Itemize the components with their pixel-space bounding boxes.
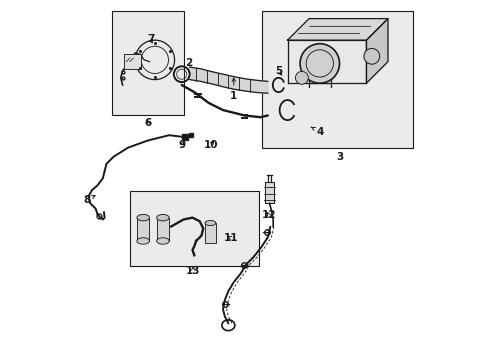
- Text: 1: 1: [230, 78, 237, 101]
- Text: 6: 6: [144, 118, 151, 128]
- Ellipse shape: [137, 215, 149, 221]
- Polygon shape: [287, 40, 366, 83]
- Circle shape: [300, 44, 339, 83]
- Text: 8: 8: [83, 195, 95, 205]
- Ellipse shape: [137, 238, 149, 244]
- Text: 2: 2: [185, 58, 192, 68]
- Bar: [265, 182, 274, 203]
- Bar: [124, 54, 140, 69]
- Text: 4: 4: [310, 127, 323, 136]
- Ellipse shape: [156, 215, 169, 221]
- Text: 9: 9: [179, 140, 185, 150]
- Polygon shape: [189, 67, 267, 93]
- Polygon shape: [366, 19, 387, 83]
- Text: 5: 5: [274, 66, 282, 76]
- Bar: [112, 12, 183, 116]
- Bar: [262, 12, 412, 148]
- Circle shape: [363, 48, 379, 64]
- Bar: [137, 218, 149, 241]
- Text: 3: 3: [335, 152, 343, 162]
- Text: 13: 13: [185, 266, 200, 276]
- Text: 11: 11: [223, 233, 238, 243]
- Circle shape: [295, 71, 308, 84]
- Polygon shape: [287, 19, 387, 40]
- Bar: [156, 218, 169, 241]
- Bar: [129, 191, 258, 266]
- Bar: [204, 223, 215, 243]
- Ellipse shape: [204, 221, 215, 226]
- Text: 12: 12: [261, 210, 276, 220]
- Text: 7: 7: [146, 35, 154, 44]
- Ellipse shape: [156, 238, 169, 244]
- Text: 10: 10: [203, 140, 218, 150]
